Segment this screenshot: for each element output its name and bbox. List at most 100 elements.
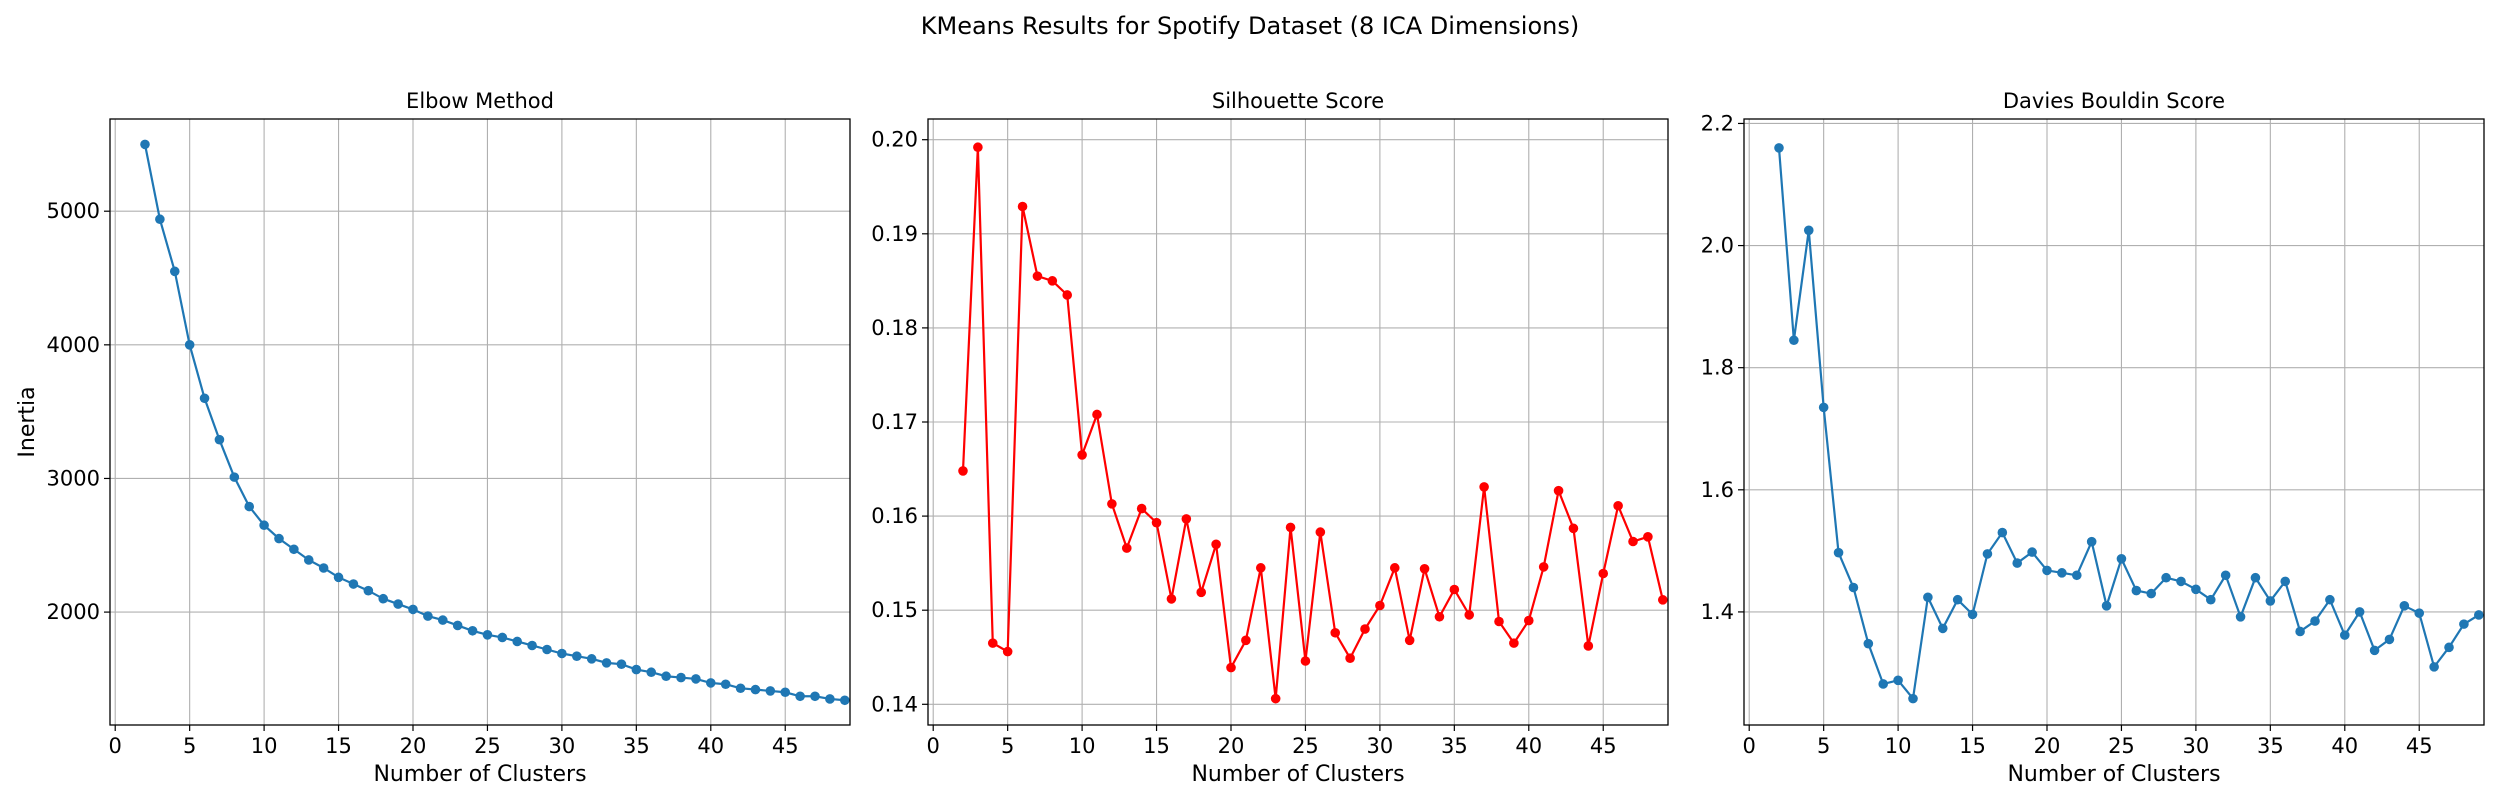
chart-3-point-29 [2176,576,2186,587]
chart-1-xtick-label-6: 30 [549,734,576,758]
chart-1-xtick-label-0: 0 [109,734,122,758]
chart-1-point-5 [184,340,195,350]
chart-3-point-20 [2042,565,2052,576]
chart-1-point-33 [601,658,612,668]
chart-3-ytick-label-0: 1.4 [1701,600,1734,624]
chart-3-ytick-label-2: 1.8 [1701,356,1734,380]
chart-2: 0 5 10 15 20 25 30 35 40 45 0.14 0.15 0.16 0.17 0.18 0.… [871,89,1669,787]
chart-3-point-17 [1997,527,2008,538]
chart-1-point-32 [586,654,597,664]
chart-2-point-17 [1181,514,1192,524]
chart-3-point-9 [1878,679,1889,689]
chart-2-xtick-label-3: 15 [1143,734,1170,758]
chart-3-point-35 [2265,596,2276,606]
chart-2-xtick-label-2: 10 [1069,734,1096,758]
chart-2-point-36 [1464,610,1475,620]
chart-1-point-36 [646,667,657,678]
chart-2-ytick-label-0: 0.14 [871,692,918,716]
chart-3-point-14 [1952,594,1963,605]
chart-3-xtick-label-8: 40 [2331,734,2358,758]
chart-1-ytick-label-2: 4000 [47,333,100,357]
chart-2-point-2 [958,466,968,476]
chart-3-point-16 [1982,549,1993,559]
chart-1-point-14 [318,563,329,573]
chart-3-point-47 [2444,642,2454,653]
chart-1-point-28 [527,640,537,651]
chart-2-point-33 [1419,563,1430,574]
chart-1-point-35 [631,664,642,675]
chart-2-xtick-label-8: 40 [1515,734,1542,758]
chart-3-xtick-label-4: 20 [2034,734,2061,758]
chart-1-point-9 [244,501,255,512]
chart-3-xtick-label-2: 10 [1885,734,1912,758]
chart-3-point-7 [1848,582,1859,593]
chart-1-point-43 [750,684,761,695]
chart-1-xtick-label-4: 20 [400,734,427,758]
chart-1-point-16 [348,579,359,589]
chart-3: 0 5 10 15 20 25 30 35 40 45 1.4 1.6 1.8 2.0 2.2 Davies … [1701,89,2485,787]
chart-1-point-29 [542,644,552,655]
chart-3-xtick-label-1: 5 [1817,734,1830,758]
chart-3-ytick-label-4: 2.2 [1701,111,1734,135]
chart-3-point-28 [2161,572,2171,583]
chart-1-ytick-label-1: 3000 [47,466,100,490]
chart-2-point-15 [1151,517,1162,528]
chart-3-point-40 [2339,630,2350,640]
chart-1-ytick-label-0: 2000 [47,600,100,624]
chart-3-ytick-label-3: 2.0 [1701,234,1734,258]
chart-2-point-43 [1568,523,1579,534]
chart-1: 0 5 10 15 20 25 30 35 40 45 2000 3000 4000 5000 Elbow … [15,89,851,787]
chart-2-xtick-label-7: 35 [1441,734,1468,758]
chart-1-xtick-label-2: 10 [251,734,278,758]
chart-2-point-41 [1538,562,1549,572]
chart-2-point-40 [1523,615,1534,626]
chart-2-point-37 [1479,482,1489,492]
chart-2-point-14 [1136,503,1147,514]
chart-2-point-4 [987,638,998,648]
chart-2-point-20 [1226,662,1236,673]
chart-3-xtick-label-7: 35 [2257,734,2284,758]
chart-1-point-39 [691,674,701,684]
chart-3-point-38 [2310,616,2320,626]
chart-3-point-13 [1937,623,1948,634]
chart-2-point-24 [1285,522,1296,533]
chart-3-point-31 [2205,594,2216,605]
figure-suptitle: KMeans Results for Spotify Dataset (8 IC… [921,12,1579,40]
chart-1-point-31 [571,651,582,661]
chart-3-point-41 [2354,607,2365,617]
chart-2-point-9 [1062,290,1073,300]
chart-1-point-12 [289,544,299,555]
chart-3-point-6 [1833,547,1844,558]
chart-1-point-22 [437,615,448,625]
chart-1-point-27 [512,636,523,647]
chart-2-point-18 [1196,587,1207,598]
chart-3-point-15 [1967,609,1978,620]
chart-3-title: Davies Bouldin Score [2003,89,2225,113]
chart-2-point-44 [1583,641,1594,651]
chart-1-point-18 [378,593,389,604]
chart-2-series-line [961,147,1664,699]
chart-3-ytick-label-1: 1.6 [1701,478,1734,502]
chart-3-point-42 [2369,645,2380,656]
chart-2-point-7 [1032,271,1043,281]
chart-3-point-27 [2146,588,2157,599]
chart-1-xtick-label-9: 45 [772,734,799,758]
chart-2-point-21 [1241,635,1251,646]
chart-1-point-48 [825,694,835,704]
chart-2-point-42 [1553,485,1564,496]
chart-3-xtick-label-3: 15 [1959,734,1986,758]
chart-2-ytick-label-2: 0.16 [871,504,918,528]
chart-3-xlabel: Number of Clusters [2007,762,2220,787]
chart-3-xtick-label-6: 30 [2183,734,2210,758]
chart-1-point-30 [557,648,567,659]
chart-2-point-45 [1598,568,1609,579]
chart-2-point-22 [1255,563,1266,573]
chart-2-xtick-label-1: 5 [1001,734,1014,758]
chart-3-point-45 [2414,608,2425,618]
chart-1-point-21 [423,611,433,621]
chart-1-point-46 [795,691,805,702]
chart-1-point-7 [214,434,225,445]
chart-2-xtick-label-0: 0 [927,734,940,758]
chart-3-point-12 [1923,592,1933,603]
